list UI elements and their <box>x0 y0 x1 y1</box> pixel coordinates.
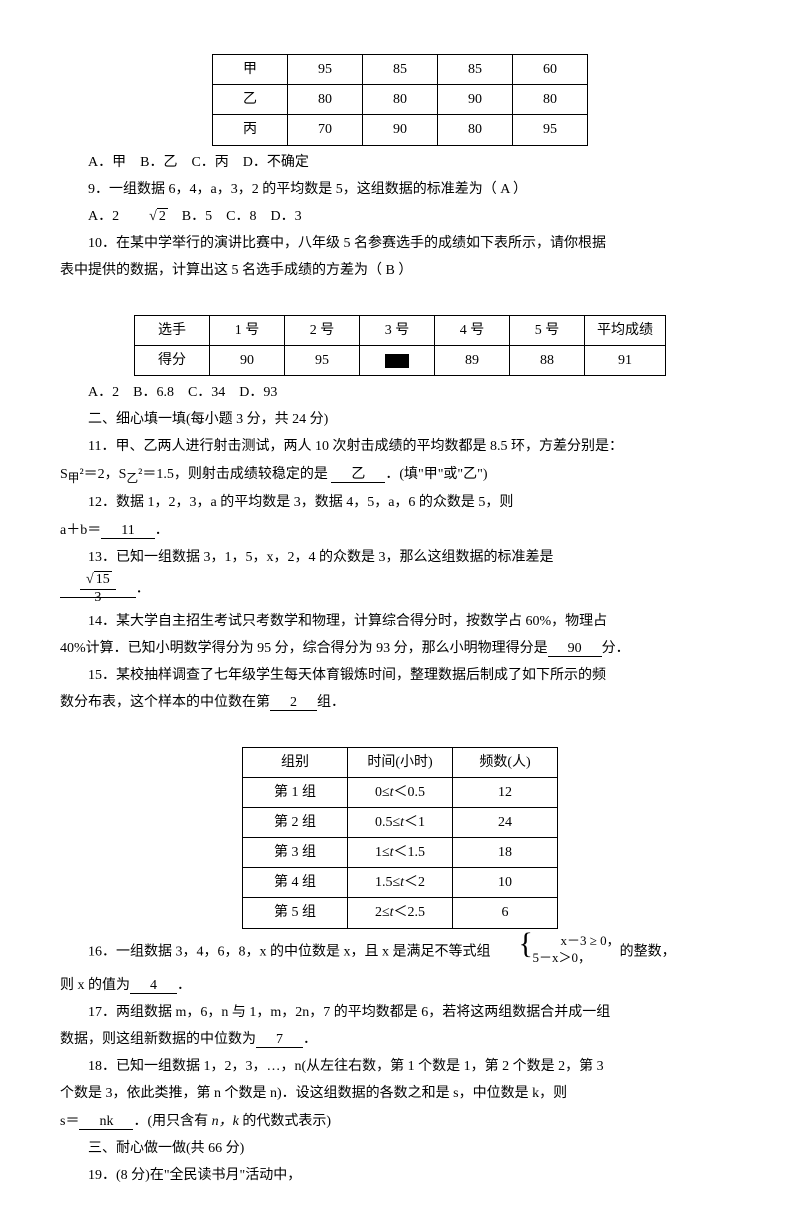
table-scores-abc: 甲95858560乙80809080丙70908095 <box>212 54 588 146</box>
q11-line2: S甲²＝2，S乙²＝1.5，则射击成绩较稳定的是 乙 ．(填"甲"或"乙") <box>60 462 740 489</box>
q15-suffix: 组． <box>317 695 345 710</box>
black-box-icon <box>385 354 409 368</box>
q16-line1: 16．一组数据 3，4，6，8，x 的中位数是 x，且 x 是满足不等式组{x－… <box>60 933 740 971</box>
section3-title: 三、耐心做一做(共 66 分) <box>60 1136 740 1161</box>
q11-s: S <box>60 467 68 482</box>
sqrt-body: 2 <box>157 208 168 224</box>
q15-line1: 15．某校抽样调查了七年级学生每天体育锻炼时间，整理数据后制成了如下所示的频 <box>60 663 740 688</box>
left-brace-icon: { <box>491 929 533 959</box>
q11-answer: 乙 <box>331 467 385 483</box>
q16-b-prefix: 则 x 的值为 <box>60 978 130 993</box>
q17-line2: 数据，则这组新数据的中位数为 7 ． <box>60 1027 740 1052</box>
q15-prefix: 数分布表，这个样本的中位数在第 <box>60 695 270 710</box>
q12-suffix: ． <box>155 523 169 538</box>
q11-sub-jia: 甲 <box>68 471 80 484</box>
q17-answer: 7 <box>256 1032 303 1048</box>
q16-line2: 则 x 的值为 4 ． <box>60 973 740 998</box>
q17-suffix: ． <box>303 1032 317 1047</box>
q9-opt-suffix: B．5 C．8 D．3 <box>168 209 302 224</box>
inequality-group: {x－3 ≥ 0，5－x＞0， <box>491 933 620 971</box>
q18-line1: 18．已知一组数据 1，2，3，…，n(从左往右数，第 1 个数是 1，第 2 … <box>60 1054 740 1079</box>
sqrt-symbol: 2 <box>119 204 168 229</box>
q12-line1: 12．数据 1，2，3，a 的平均数是 3，数据 4，5，a，6 的众数是 5，… <box>60 490 740 515</box>
q14-line2: 40%计算．已知小明数学得分为 95 分，综合得分为 93 分，那么小明物理得分… <box>60 636 740 661</box>
q14-answer: 90 <box>548 641 602 657</box>
q17-line1: 17．两组数据 m，6，n 与 1，m，2n，7 的平均数都是 6，若将这两组数… <box>60 1000 740 1025</box>
q19-text: 19．(8 分)在"全民读书月"活动中， <box>60 1163 740 1188</box>
q9-options: A．2 2 B．5 C．8 D．3 <box>60 204 740 229</box>
q12-line2: a＋b＝ 11 ． <box>60 518 740 543</box>
q18-line3: s＝ nk ．(用只含有 n，k 的代数式表示) <box>60 1109 740 1134</box>
ineq-line1: x－3 ≥ 0， <box>561 933 620 948</box>
q14-suffix: 分． <box>602 641 630 656</box>
q9-text: 9．一组数据 6，4，a，3，2 的平均数是 5，这组数据的标准差为（ A ） <box>60 177 740 202</box>
ineq-line2: 5－x＞0， <box>533 950 592 965</box>
q13-line2: 153 ． <box>60 572 740 607</box>
q12-prefix: a＋b＝ <box>60 523 101 538</box>
q15-answer: 2 <box>270 695 317 711</box>
q18-prefix: s＝ <box>60 1114 79 1129</box>
q18-line2: 个数是 3，依此类推，第 n 个数是 n)．设这组数据的各数之和是 s，中位数是… <box>60 1081 740 1106</box>
q14-line1: 14．某大学自主招生考试只考数学和物理，计算综合得分时，按数学占 60%，物理占 <box>60 609 740 634</box>
q13-fraction: 153 <box>80 572 116 607</box>
section2-title: 二、细心填一填(每小题 3 分，共 24 分) <box>60 407 740 432</box>
q16-answer: 4 <box>130 978 177 994</box>
q11-line1: 11．甲、乙两人进行射击测试，两人 10 次射击成绩的平均数都是 8.5 环，方… <box>60 434 740 459</box>
q18-italic: n，k <box>212 1114 239 1129</box>
q16-prefix: 16．一组数据 3，4，6，8，x 的中位数是 x，且 x 是满足不等式组 <box>88 944 491 959</box>
q13-num: 15 <box>80 572 116 590</box>
q16-mid: 的整数， <box>620 944 676 959</box>
q9-opt-prefix: A．2 <box>88 209 119 224</box>
q18-end: 的代数式表示) <box>239 1114 331 1129</box>
q11-mid2: ²＝1.5，则射击成绩较稳定的是 <box>138 467 328 482</box>
q12-answer: 11 <box>101 523 154 539</box>
q18-suffix: ．(用只含有 <box>133 1114 211 1129</box>
q13-den: 3 <box>80 590 116 607</box>
q13-line1: 13．已知一组数据 3，1，5，x，2，4 的众数是 3，那么这组数据的标准差是 <box>60 545 740 570</box>
q10-line2: 表中提供的数据，计算出这 5 名选手成绩的方差为（ B ） <box>60 258 740 283</box>
q10-options: A．2 B．6.8 C．34 D．93 <box>60 380 740 405</box>
q16-suffix: ． <box>177 978 191 993</box>
table-frequency: 组别时间(小时)频数(人)第 1 组0≤t＜0.512第 2 组0.5≤t＜12… <box>242 747 558 929</box>
q11-mid1: ²＝2，S <box>79 467 126 482</box>
q14-prefix: 40%计算．已知小明数学得分为 95 分，综合得分为 93 分，那么小明物理得分… <box>60 641 548 656</box>
q15-line2: 数分布表，这个样本的中位数在第 2 组． <box>60 690 740 715</box>
q10-line1: 10．在某中学举行的演讲比赛中，八年级 5 名参赛选手的成绩如下表所示，请你根据 <box>60 231 740 256</box>
q18-answer: nk <box>79 1114 133 1130</box>
q11-sub-yi: 乙 <box>126 471 138 484</box>
q8-options: A．甲 B．乙 C．丙 D．不确定 <box>60 150 740 175</box>
q17-prefix: 数据，则这组新数据的中位数为 <box>60 1032 256 1047</box>
table-contestants: 选手1 号2 号3 号4 号5 号平均成绩得分9095898891 <box>134 315 666 376</box>
q13-answer: 153 <box>60 582 136 598</box>
q11-suffix: ．(填"甲"或"乙") <box>385 467 487 482</box>
